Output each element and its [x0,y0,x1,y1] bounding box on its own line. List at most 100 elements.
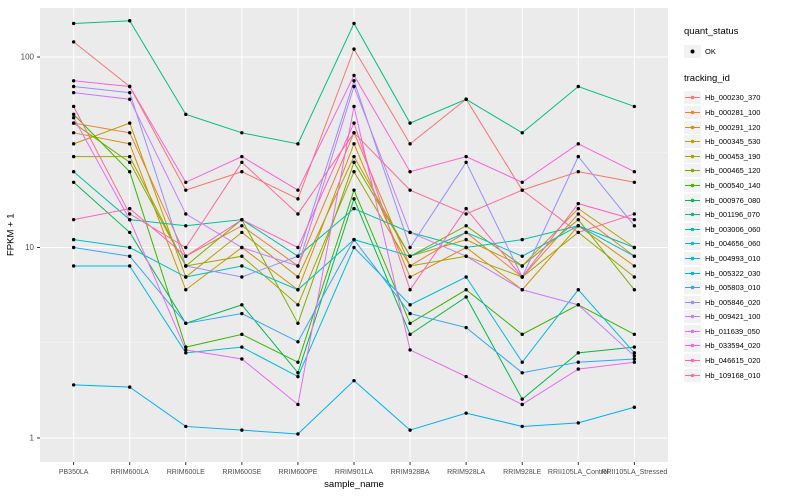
data-point [576,360,580,364]
data-point [352,154,356,159]
data-point [71,245,76,250]
data-point [296,275,300,279]
data-point [408,230,412,235]
data-point [128,142,132,146]
data-point [520,254,524,258]
data-point [520,188,524,192]
data-point [632,405,637,409]
legend-label: Hb_000291_120 [705,122,761,132]
legend-label: Hb_109168_010 [705,370,761,380]
legend: quant_status OK tracking_id Hb_000230_37… [684,26,798,396]
data-point [71,40,76,44]
legend-label: Hb_005846_020 [705,297,761,307]
data-point [408,428,412,432]
data-point [352,160,356,165]
data-point [352,245,356,250]
data-point [632,275,637,279]
data-point [240,254,244,258]
data-point [128,206,132,211]
data-point [128,212,132,216]
data-point [128,160,132,165]
legend-label: Hb_000453_190 [705,151,761,161]
data-point [408,188,412,192]
data-point [296,188,300,192]
data-point [632,288,637,292]
data-point [184,254,188,258]
x-tick-label: RRIM600LA [111,469,149,476]
data-point [632,360,637,364]
data-point [128,264,132,268]
data-point [520,275,524,279]
legend-item-Hb_005322_030: Hb_005322_030 [684,266,798,281]
data-point [296,212,300,216]
data-point [464,224,468,228]
data-point [576,142,580,146]
data-point [464,295,468,299]
data-point [520,131,524,135]
data-point [408,348,412,352]
legend-item-Hb_003006_060: Hb_003006_060 [684,222,798,237]
line-swatch-icon [684,105,701,119]
line-swatch-icon [684,149,701,163]
legend-item-Hb_000453_190: Hb_000453_190 [684,149,798,164]
x-tick-label: RRIM901LA [335,469,373,476]
data-point [352,206,356,211]
data-point [520,424,524,429]
point-shape-icon [684,44,701,58]
data-point [352,169,356,174]
data-point [71,383,76,387]
data-point [240,303,244,307]
x-tick-label: RRIM928LE [503,469,541,476]
data-point [71,116,76,120]
x-tick-label: RRIM600LE [167,469,205,476]
data-point [352,188,356,192]
data-point [128,245,132,250]
legend-label: Hb_000976_080 [705,195,761,205]
data-point [632,104,637,109]
legend-item-Hb_000465_120: Hb_000465_120 [684,164,798,179]
data-point [296,360,300,364]
legend-title-tracking-id: tracking_id [684,72,730,84]
data-point [296,245,300,250]
data-point [520,288,524,292]
legend-item-Hb_000345_530: Hb_000345_530 [684,134,798,149]
legend-label: Hb_000281_100 [705,107,761,117]
data-point [184,275,188,279]
data-point [464,237,468,242]
data-point [296,264,300,268]
data-point [71,154,76,159]
x-tick-label: PB350LA [59,469,89,476]
data-point [576,84,580,89]
data-point [408,311,412,316]
line-swatch-icon [684,208,701,222]
data-point [128,169,132,174]
legend-item-Hb_000230_370: Hb_000230_370 [684,91,798,106]
legend-label: Hb_046615_020 [705,356,761,366]
x-tick-label: RRII105LA_Stressed [601,469,667,476]
data-point [408,303,412,307]
data-point [184,224,188,228]
data-point [408,264,412,268]
data-point [71,21,76,26]
legend-label: OK [705,46,716,56]
legend-item-Hb_005803_010: Hb_005803_010 [684,280,798,295]
data-point [464,97,468,101]
x-axis-title: sample_name [324,479,384,490]
legend-item-Hb_009421_100: Hb_009421_100 [684,310,798,325]
data-point [352,197,356,201]
y-tick-label: 100 [21,53,35,62]
line-swatch-icon [684,266,701,280]
data-point [632,224,637,228]
data-point [520,237,524,242]
data-point [296,197,300,201]
data-point [352,21,356,26]
data-point [408,332,412,337]
data-point [464,245,468,250]
data-point [632,245,637,250]
line-swatch-icon [684,354,701,368]
data-point [464,206,468,211]
data-point [632,354,637,358]
data-point [184,321,188,326]
legend-quant-status: quant_status OK [684,26,798,59]
data-point [184,348,188,352]
